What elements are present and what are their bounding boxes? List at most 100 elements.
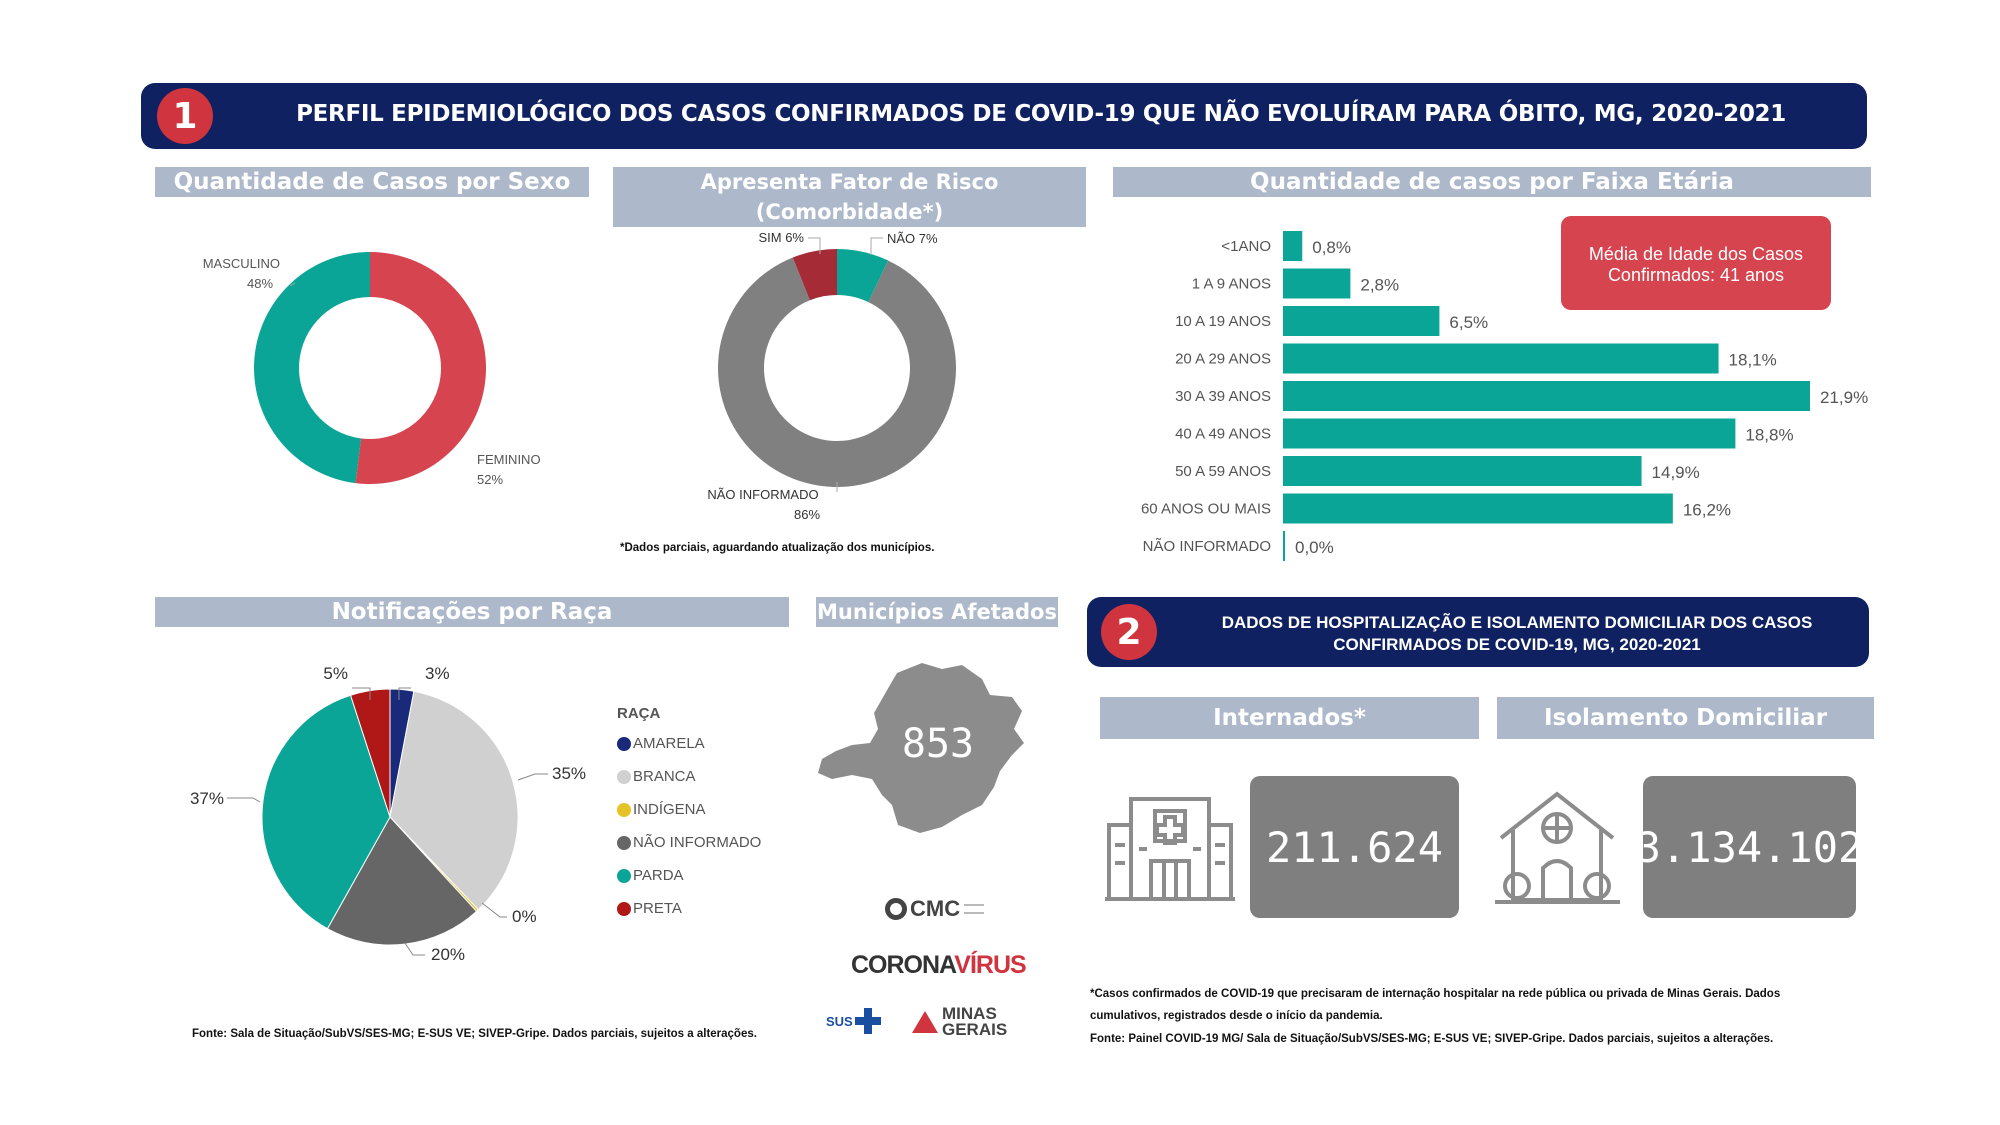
cmc-logo: CMC bbox=[885, 896, 985, 922]
faixa-bar-chart: <1ANO 0,8% 1 A 9 ANOS 2,8% 10 A 19 ANOS 6,5% 2… bbox=[1141, 231, 1868, 561]
risco-donut-chart: SIM 6% NÃO 7% NÃO INFORMADO 86% bbox=[707, 230, 956, 522]
section-1-title: PERFIL EPIDEMIOLÓGICO DOS CASOS CONFIRMA… bbox=[296, 101, 1786, 127]
faixa-category-label: 30 A 39 ANOS bbox=[1175, 388, 1271, 405]
internados-value: 211.624 bbox=[1250, 776, 1459, 918]
legend-item-amarela: AMARELA bbox=[617, 735, 705, 752]
preta-leader bbox=[352, 687, 371, 700]
legend-dot-parda bbox=[617, 868, 631, 883]
faixa-value-label: 2,8% bbox=[1360, 276, 1399, 295]
label-branca-pct: 35% bbox=[552, 764, 586, 783]
masculino-leader bbox=[289, 282, 296, 287]
faixa-value-label: 14,9% bbox=[1652, 463, 1700, 482]
legend-dot-nao-informado bbox=[617, 835, 631, 850]
label-sim: SIM 6% bbox=[758, 230, 804, 245]
mg-triangle-icon bbox=[912, 1011, 938, 1033]
faixa-bar bbox=[1283, 231, 1303, 261]
section-2-title-line1: DADOS DE HOSPITALIZAÇÃO E ISOLAMENTO DOM… bbox=[1221, 613, 1813, 632]
raca-slice-parda bbox=[261, 694, 391, 930]
indigena-leader bbox=[481, 902, 507, 918]
legend-item-nao-informado: NÃO INFORMADO bbox=[617, 834, 761, 851]
branca-leader bbox=[517, 773, 548, 781]
cmc-icon bbox=[885, 898, 907, 920]
internacao-note-2: cumulativos, registrados desde o início … bbox=[1090, 1010, 1383, 1022]
house-icon bbox=[1495, 791, 1620, 904]
label-preta-pct: 5% bbox=[323, 664, 348, 683]
panel-title-faixa: Quantidade de casos por Faixa Etária bbox=[1113, 167, 1871, 197]
legend-dot-preta bbox=[617, 901, 631, 916]
risco-slice-n-o bbox=[837, 249, 889, 303]
parda-leader bbox=[227, 797, 261, 803]
panel-title-municipios: Municípios Afetados bbox=[816, 597, 1058, 627]
faixa-category-label: NÃO INFORMADO bbox=[1143, 538, 1271, 555]
media-idade-box: Média de Idade dos Casos Confirmados: 41… bbox=[1561, 216, 1831, 310]
faixa-value-label: 21,9% bbox=[1820, 388, 1868, 407]
legend-dot-branca bbox=[617, 769, 631, 784]
amarela-leader bbox=[398, 687, 411, 700]
faixa-bar bbox=[1283, 381, 1810, 411]
legend-item-indigena: INDÍGENA bbox=[617, 801, 706, 818]
label-parda-pct: 37% bbox=[190, 789, 224, 808]
isolamento-value: 3.134.102 bbox=[1636, 776, 1863, 918]
legend-dot-indigena bbox=[617, 802, 631, 817]
panel-title-sexo: Quantidade de Casos por Sexo bbox=[155, 167, 589, 197]
faixa-category-label: 60 ANOS OU MAIS bbox=[1141, 501, 1271, 518]
label-amarela-pct: 3% bbox=[425, 664, 450, 683]
raca-slice-branca bbox=[389, 690, 519, 911]
sus-logo: SUS bbox=[826, 1008, 881, 1034]
faixa-bar bbox=[1283, 456, 1642, 486]
legend-item-parda: PARDA bbox=[617, 867, 684, 884]
panel-title-risco: Apresenta Fator de Risco (Comorbidade*) bbox=[613, 167, 1086, 227]
raca-legend: RAÇA AMARELA BRANCA INDÍGENA NÃO INFORMA… bbox=[617, 705, 797, 925]
faixa-bars: <1ANO 0,8% 1 A 9 ANOS 2,8% 10 A 19 ANOS 6,5% 2… bbox=[1141, 231, 1868, 561]
faixa-category-label: <1ANO bbox=[1221, 238, 1271, 255]
fonte-note-2: Fonte: Painel COVID-19 MG/ Sala de Situa… bbox=[1090, 1033, 1774, 1045]
sus-cross-icon bbox=[854, 1008, 881, 1034]
risco-slice-n-o-informado bbox=[718, 257, 956, 487]
label-nao-informado: NÃO INFORMADO bbox=[707, 487, 818, 502]
legend-item-branca: BRANCA bbox=[617, 768, 696, 785]
corona-virus-logo: CORONAVÍRUS bbox=[851, 951, 1027, 979]
faixa-category-label: 50 A 59 ANOS bbox=[1175, 463, 1271, 480]
sexo-slice-feminino bbox=[355, 252, 486, 484]
section-1-banner: 1 PERFIL EPIDEMIOLÓGICO DOS CASOS CONFIR… bbox=[141, 83, 1867, 149]
faixa-value-label: 6,5% bbox=[1449, 313, 1488, 332]
sim-leader bbox=[808, 237, 821, 254]
label-nao-informado-pct: 86% bbox=[794, 507, 820, 522]
risco-note: *Dados parciais, aguardando atualização … bbox=[620, 542, 935, 554]
label-feminino-pct: 52% bbox=[477, 472, 503, 487]
faixa-value-label: 0,0% bbox=[1295, 538, 1334, 557]
section-number-2: 2 bbox=[1101, 604, 1157, 660]
raca-pie-chart: 5% 3% 35% 0% 20% 37% bbox=[190, 664, 586, 964]
faixa-category-label: 1 A 9 ANOS bbox=[1192, 276, 1271, 293]
fonte-note-1: Fonte: Sala de Situação/SubVS/SES-MG; E-… bbox=[192, 1028, 757, 1040]
label-nao: NÃO 7% bbox=[887, 231, 938, 246]
media-idade-line1: Média de Idade dos Casos bbox=[1588, 244, 1804, 264]
faixa-value-label: 18,1% bbox=[1729, 351, 1777, 370]
faixa-category-label: 20 A 29 ANOS bbox=[1175, 351, 1271, 368]
hospital-icon bbox=[1105, 797, 1235, 901]
label-nao-informado-raca-pct: 20% bbox=[431, 945, 465, 964]
faixa-bar bbox=[1283, 493, 1673, 524]
faixa-bar bbox=[1283, 418, 1736, 449]
section-2-title-line2: CONFIRMADOS DE COVID-19, MG, 2020-2021 bbox=[1333, 635, 1701, 654]
faixa-category-label: 40 A 49 ANOS bbox=[1175, 426, 1271, 443]
legend-item-preta: PRETA bbox=[617, 900, 682, 917]
nao-leader bbox=[870, 237, 883, 255]
sexo-slices bbox=[253, 252, 486, 484]
risco-slice-sim bbox=[792, 249, 837, 301]
faixa-bar bbox=[1283, 268, 1351, 299]
panel-title-internados: Internados* bbox=[1100, 697, 1479, 739]
sexo-donut-chart: MASCULINO 48% FEMININO 52% bbox=[203, 252, 541, 487]
section-number-1: 1 bbox=[157, 88, 213, 144]
label-feminino: FEMININO bbox=[477, 452, 541, 467]
legend-dot-amarela bbox=[617, 736, 631, 751]
sexo-slice-masculino bbox=[253, 252, 370, 484]
minas-gerais-logo: MINAS GERAIS bbox=[912, 1005, 1007, 1038]
raca-slices bbox=[261, 688, 519, 946]
faixa-value-label: 18,8% bbox=[1745, 426, 1793, 445]
risco-slices bbox=[718, 249, 956, 487]
internacao-note-1: *Casos confirmados de COVID-19 que preci… bbox=[1090, 988, 1781, 1000]
faixa-bar bbox=[1283, 531, 1285, 561]
minas-gerais-map: 853 bbox=[818, 663, 1024, 833]
panel-title-raca: Notificações por Raça bbox=[155, 597, 789, 627]
